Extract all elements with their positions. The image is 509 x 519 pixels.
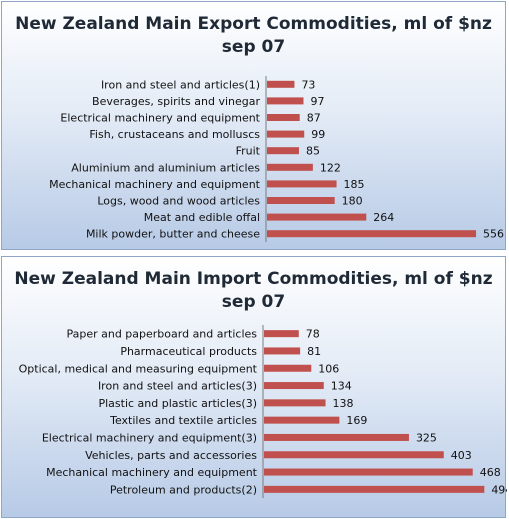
export-bar — [267, 147, 299, 155]
import-category-label: Optical, medical and measuring equipment — [19, 362, 258, 375]
export-bar — [267, 163, 313, 171]
export-category-label: Milk powder, butter and cheese — [86, 228, 260, 241]
import-category-label: Textiles and textile articles — [109, 414, 257, 427]
export-title-line-1: New Zealand Main Export Commodities, ml … — [15, 14, 492, 34]
export-category-label: Fruit — [236, 145, 261, 158]
import-value-label: 138 — [333, 397, 354, 410]
import-value-label: 81 — [307, 345, 321, 358]
import-category-label: Pharmaceutical products — [120, 345, 257, 358]
import-chart-plot: Petroleum and products(2) 494 Mechanical m… — [19, 325, 507, 498]
export-value-label: 99 — [311, 128, 325, 141]
import-bar — [264, 433, 409, 441]
import-value-label: 106 — [318, 362, 339, 375]
export-bar — [267, 80, 295, 88]
export-category-label: Iron and steel and articles(1) — [101, 78, 260, 91]
import-chart-title: New Zealand Main Import Commodities, ml … — [2, 268, 505, 314]
import-value-label: 468 — [480, 466, 501, 479]
export-category-label: Mechanical machinery and equipment — [49, 178, 261, 191]
export-value-label: 97 — [310, 95, 324, 108]
export-value-label: 87 — [307, 112, 321, 125]
export-value-label: 180 — [342, 195, 363, 208]
import-bar — [264, 347, 301, 355]
import-value-label: 78 — [306, 328, 320, 341]
export-value-label: 122 — [320, 161, 341, 174]
import-bar — [264, 399, 326, 407]
export-value-label: 185 — [344, 178, 365, 191]
import-bar — [264, 485, 485, 493]
import-value-label: 325 — [416, 431, 437, 444]
export-bar — [267, 97, 304, 105]
import-bar — [264, 416, 340, 424]
import-value-label: 134 — [331, 380, 352, 393]
export-bar — [267, 114, 300, 121]
export-bar — [267, 130, 305, 138]
import-category-label: Plastic and plastic articles(3) — [98, 397, 257, 410]
export-value-label: 85 — [306, 145, 320, 158]
export-value-label: 73 — [301, 78, 315, 91]
export-value-label: 264 — [373, 211, 394, 224]
export-category-label: Fish, crustaceans and molluscs — [89, 128, 260, 141]
export-chart-plot: Milk powder, butter and cheese 556 Meat an… — [49, 76, 504, 242]
export-bar — [267, 213, 367, 221]
import-bar — [264, 382, 324, 390]
import-category-label: Petroleum and products(2) — [110, 483, 257, 496]
import-value-label: 169 — [346, 414, 367, 427]
import-title-line-1: New Zealand Main Import Commodities, ml … — [14, 269, 493, 289]
import-category-label: Paper and paperboard and articles — [66, 328, 257, 341]
export-chart-title: New Zealand Main Export Commodities, ml … — [2, 13, 505, 59]
import-value-label: 494 — [491, 483, 507, 496]
export-category-label: Aluminium and aluminium articles — [71, 161, 260, 174]
import-category-label: Iron and steel and articles(3) — [98, 380, 257, 393]
export-category-label: Electrical machinery and equipment — [60, 112, 260, 125]
import-bar — [264, 330, 299, 338]
export-value-label: 556 — [483, 228, 504, 241]
export-title-line-2: sep 07 — [221, 37, 286, 57]
import-category-label: Electrical machinery and equipment(3) — [42, 431, 257, 444]
export-bar — [267, 230, 477, 238]
import-title-line-2: sep 07 — [221, 292, 286, 312]
import-bar — [264, 364, 312, 372]
import-value-label: 403 — [451, 449, 472, 462]
export-category-label: Meat and edible offal — [144, 211, 260, 224]
import-category-label: Mechanical machinery and equipment — [46, 466, 258, 479]
import-chart-panel: New Zealand Main Import Commodities, ml … — [1, 256, 507, 518]
import-bar — [264, 451, 444, 459]
export-category-label: Logs, wood and wood articles — [97, 195, 260, 208]
import-category-label: Vehicles, parts and accessories — [85, 449, 257, 462]
export-chart-panel: New Zealand Main Export Commodities, ml … — [1, 1, 506, 250]
export-category-label: Beverages, spirits and vinegar — [92, 95, 260, 108]
export-bar — [267, 197, 335, 204]
export-bar — [267, 180, 337, 188]
import-bar — [264, 468, 473, 476]
